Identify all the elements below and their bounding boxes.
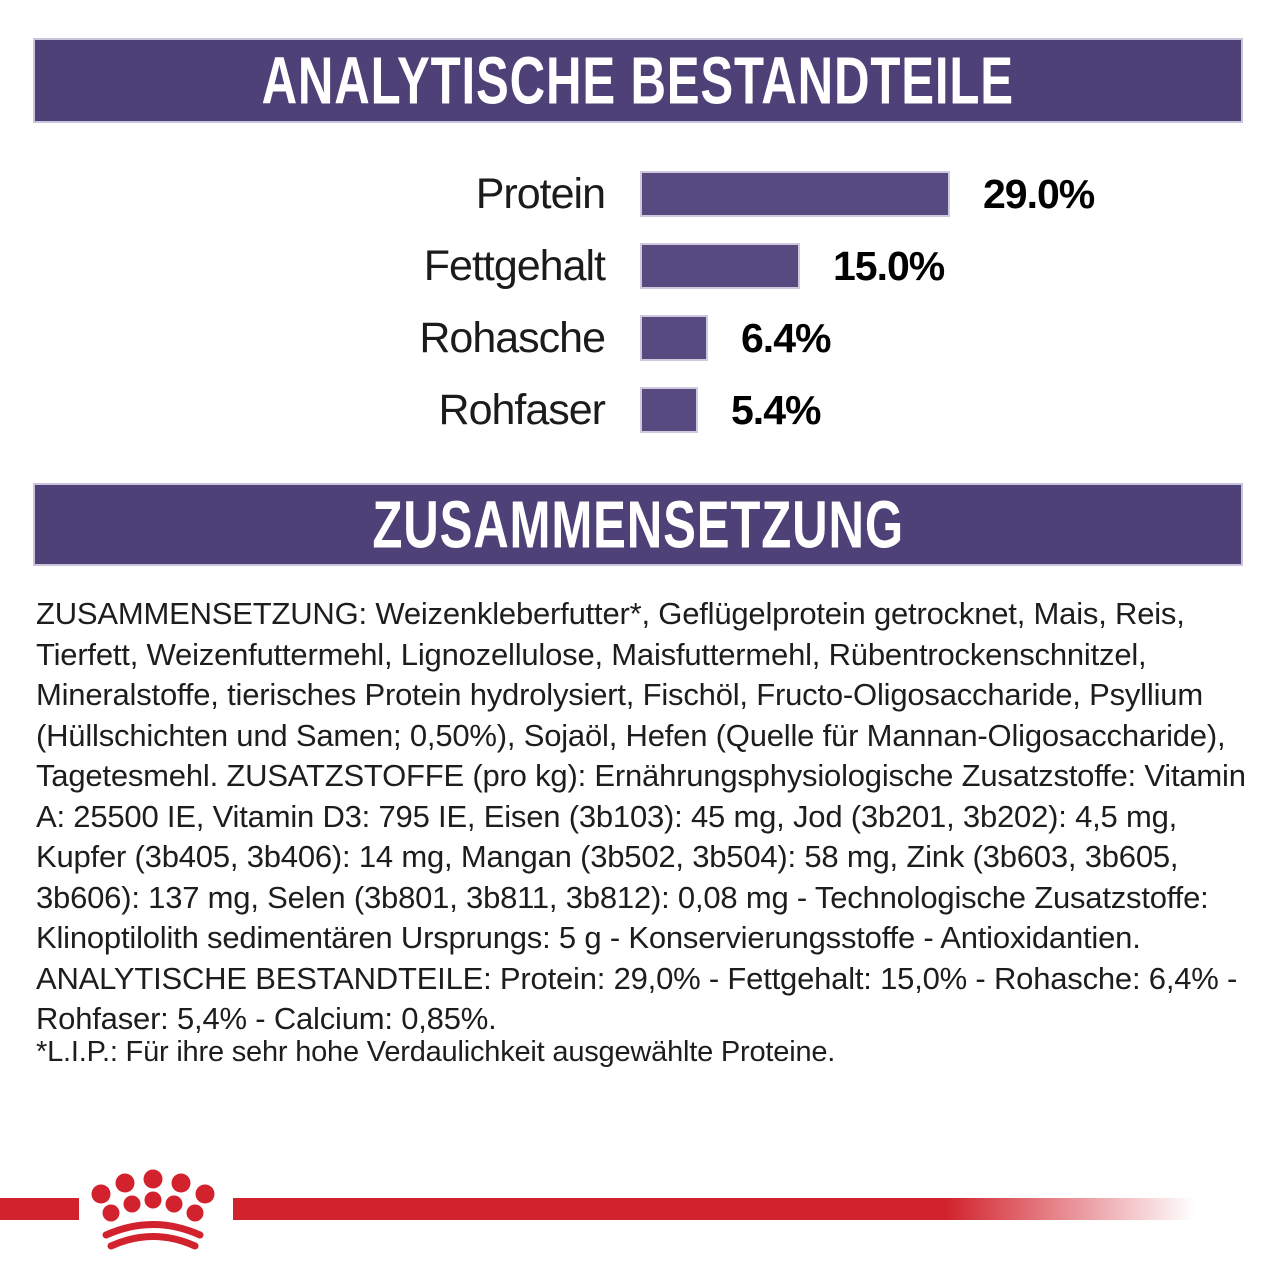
bar-protein <box>640 171 950 217</box>
bar-label-rohasche: Rohasche <box>419 313 606 362</box>
chart-row-rohfaser: Rohfaser 5.4% <box>33 374 1243 446</box>
lip-footnote: *L.I.P.: Für ihre sehr hohe Verdaulichke… <box>36 1036 836 1068</box>
bar-rohfaser <box>640 387 698 433</box>
chart-row-rohasche: Rohasche 6.4% <box>33 302 1243 374</box>
royal-canin-crown-icon <box>91 1169 215 1250</box>
chart-row-protein: Protein 29.0% <box>33 158 1243 230</box>
chart-row-fettgehalt: Fettgehalt 15.0% <box>33 230 1243 302</box>
analytical-constituents-title: ANALYTISCHE BESTANDTEILE <box>261 42 1015 119</box>
composition-ingredients-text: ZUSAMMENSETZUNG: Weizenkleberfutter*, Ge… <box>36 596 1246 1036</box>
analytical-constituents-banner: ANALYTISCHE BESTANDTEILE <box>33 38 1243 123</box>
bar-label-rohfaser: Rohfaser <box>438 385 606 434</box>
bar-rohasche <box>640 315 708 361</box>
bar-fettgehalt <box>640 243 800 289</box>
bar-label-fettgehalt: Fettgehalt <box>423 241 606 290</box>
bar-label-protein: Protein <box>475 169 606 218</box>
bar-value-rohasche: 6.4% <box>741 314 831 361</box>
bar-value-rohfaser: 5.4% <box>731 386 821 433</box>
footer-stripe-left <box>0 1198 79 1220</box>
bar-value-fettgehalt: 15.0% <box>833 242 945 289</box>
composition-banner: ZUSAMMENSETZUNG <box>33 483 1243 566</box>
bar-value-protein: 29.0% <box>983 170 1095 217</box>
composition-title: ZUSAMMENSETZUNG <box>372 486 904 563</box>
footer-stripe-right <box>233 1198 1195 1220</box>
nutrient-bar-chart: Protein 29.0% Fettgehalt 15.0% Rohasche … <box>33 158 1243 446</box>
